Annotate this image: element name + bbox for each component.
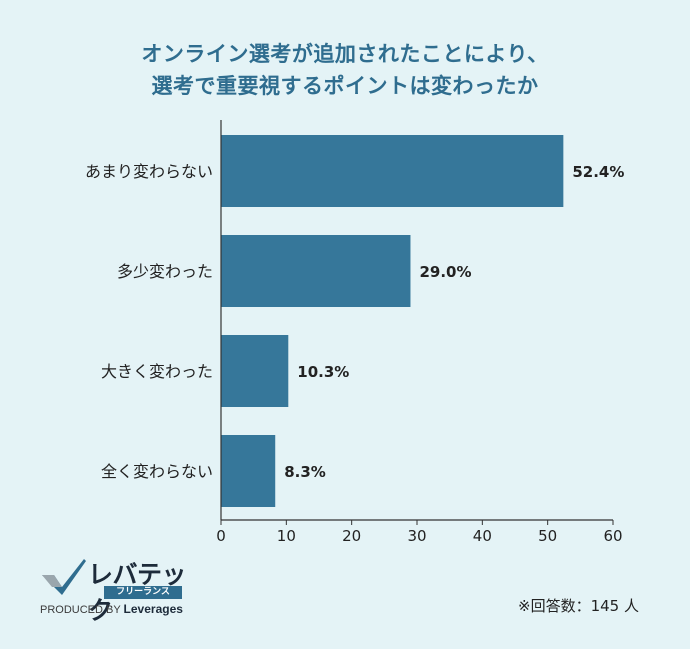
data-label: 8.3% xyxy=(284,463,326,481)
bar xyxy=(221,435,276,507)
category-label: あまり変わらない xyxy=(85,162,213,181)
bar-chart: あまり変わらない 52.4% 多少変わった 29.0% 大きく変わった 10.3% 全く変わ… xyxy=(85,120,624,545)
logo-produced-by: PRODUCED BY Leverages xyxy=(40,602,183,616)
bar xyxy=(221,335,289,407)
logo-name: レバテック xyxy=(88,560,187,625)
category-label: 全く変わらない xyxy=(101,462,213,481)
x-tick-label: 10 xyxy=(277,527,296,545)
bar xyxy=(221,135,564,207)
logo-brand: Leverages xyxy=(123,602,183,616)
bar xyxy=(221,235,411,307)
x-tick-label: 50 xyxy=(538,527,557,545)
x-tick-label: 40 xyxy=(473,527,492,545)
data-label: 52.4% xyxy=(572,163,624,181)
x-tick-label: 60 xyxy=(603,527,622,545)
x-tick-label: 0 xyxy=(216,527,226,545)
response-count-note: ※回答数：145 人 xyxy=(518,597,639,615)
x-tick-label: 30 xyxy=(407,527,426,545)
data-label: 10.3% xyxy=(297,363,349,381)
logo-subtitle: フリーランス xyxy=(104,586,182,599)
chart-title-line1: オンライン選考が追加されたことにより、 xyxy=(141,42,549,66)
data-label: 29.0% xyxy=(419,263,471,281)
category-label: 大きく変わった xyxy=(101,362,213,381)
brand-logo: レバテック フリーランス PRODUCED BY Leverages xyxy=(40,555,200,625)
produced-by-text: PRODUCED BY xyxy=(40,604,121,616)
category-label: 多少変わった xyxy=(117,262,213,281)
chart-title-line2: 選考で重要視するポイントは変わったか xyxy=(151,74,539,98)
x-tick-label: 20 xyxy=(342,527,361,545)
check-logo-icon xyxy=(42,559,86,595)
